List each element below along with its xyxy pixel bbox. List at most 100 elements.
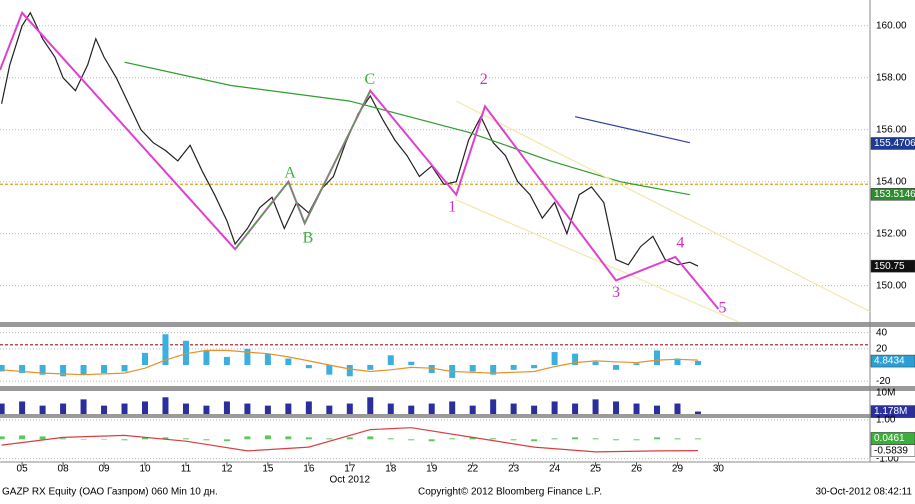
series-line xyxy=(456,100,871,313)
series-line xyxy=(456,199,740,323)
axis-value-box xyxy=(870,354,915,368)
x-tick-label: 08 xyxy=(58,464,70,475)
wave-label: 4 xyxy=(676,235,684,252)
bar xyxy=(162,437,169,440)
series-line xyxy=(1,11,699,267)
x-tick-label: 19 xyxy=(426,464,438,475)
footer-right: 30-Oct-2012 08:42:11 xyxy=(815,487,912,498)
bar xyxy=(428,403,435,414)
x-tick-label: 30 xyxy=(713,464,725,475)
bar xyxy=(633,439,640,441)
bar xyxy=(654,350,661,365)
y-tick-label: 154.00 xyxy=(876,176,907,187)
y-tick-label: 10M xyxy=(876,388,895,399)
bar xyxy=(408,361,415,365)
bar xyxy=(428,439,435,442)
bar xyxy=(142,352,148,365)
bar xyxy=(0,436,5,440)
axis-value-box xyxy=(870,259,915,273)
bar xyxy=(387,438,394,440)
bar xyxy=(531,439,538,442)
bar xyxy=(490,438,497,440)
bar xyxy=(39,364,46,375)
bar xyxy=(469,437,476,440)
bar xyxy=(387,355,394,365)
bar xyxy=(223,356,230,365)
bar xyxy=(264,435,271,440)
bar xyxy=(264,353,271,365)
y-tick-label: 158.00 xyxy=(876,72,907,83)
wave-label: 5 xyxy=(719,300,727,317)
bar xyxy=(19,364,26,374)
bar xyxy=(510,364,517,370)
bar xyxy=(367,436,374,440)
bar xyxy=(367,364,374,370)
y-tick-label: 152.00 xyxy=(876,228,907,239)
bar xyxy=(551,401,558,414)
y-tick-label: 156.00 xyxy=(876,124,907,135)
bar xyxy=(101,439,108,440)
bar xyxy=(613,364,620,370)
bar xyxy=(80,399,87,414)
x-tick-label: 26 xyxy=(631,464,643,475)
bar xyxy=(490,364,497,375)
bar xyxy=(182,403,189,414)
wave-label: B xyxy=(303,230,314,247)
bar xyxy=(674,438,681,440)
bar xyxy=(326,364,333,375)
axis-value-box xyxy=(870,405,915,418)
bar xyxy=(592,399,599,414)
bar xyxy=(449,401,456,414)
bar xyxy=(182,340,189,365)
bar xyxy=(387,403,394,414)
y-tick-label: 160.00 xyxy=(876,20,907,31)
bar xyxy=(60,364,67,377)
bar xyxy=(305,437,312,440)
bar xyxy=(80,364,87,375)
bar xyxy=(101,364,108,374)
bar xyxy=(674,403,681,414)
bar xyxy=(285,358,292,365)
panel-separator xyxy=(0,414,915,418)
x-axis-label: Oct 2012 xyxy=(330,475,371,486)
bar xyxy=(0,364,5,372)
axis-value-box xyxy=(870,137,915,150)
footer-center: Copyright© 2012 Bloomberg Finance L.P. xyxy=(418,487,602,498)
bar xyxy=(510,439,517,441)
panel-separator xyxy=(0,386,915,391)
bar xyxy=(654,437,661,440)
bar xyxy=(244,436,251,440)
axis-value-label: 0.0461 xyxy=(874,433,905,444)
series-line xyxy=(574,116,690,144)
bar xyxy=(121,439,128,441)
y-tick-label: 40 xyxy=(876,327,888,338)
bar xyxy=(346,364,353,377)
y-tick-label: 1.00 xyxy=(876,415,896,426)
bar xyxy=(305,401,312,414)
wave-label: 1 xyxy=(448,198,456,215)
bar xyxy=(613,439,620,441)
x-tick-label: 10 xyxy=(139,464,151,475)
bar xyxy=(572,353,579,365)
wave-label: 3 xyxy=(612,284,620,301)
bar xyxy=(19,401,26,414)
axis-value-box xyxy=(870,444,915,457)
series-line xyxy=(234,90,371,250)
axis-value-label: 155.4706 xyxy=(874,138,915,149)
y-tick-label: 150.00 xyxy=(876,280,907,291)
bar xyxy=(203,350,210,365)
bar xyxy=(551,438,558,440)
bar xyxy=(244,403,251,414)
footer-left: GAZP RX Equity (ОАО Газпром) 060 Min 10 … xyxy=(2,487,218,498)
bar xyxy=(428,364,435,374)
bar xyxy=(633,403,640,414)
bar xyxy=(182,438,189,440)
x-tick-label: 24 xyxy=(549,464,561,475)
bar xyxy=(469,405,476,414)
x-tick-label: 23 xyxy=(508,464,520,475)
x-tick-label: 18 xyxy=(385,464,397,475)
axis-value-label: 1.178M xyxy=(874,406,907,417)
bar xyxy=(142,401,148,414)
bar xyxy=(510,403,517,414)
